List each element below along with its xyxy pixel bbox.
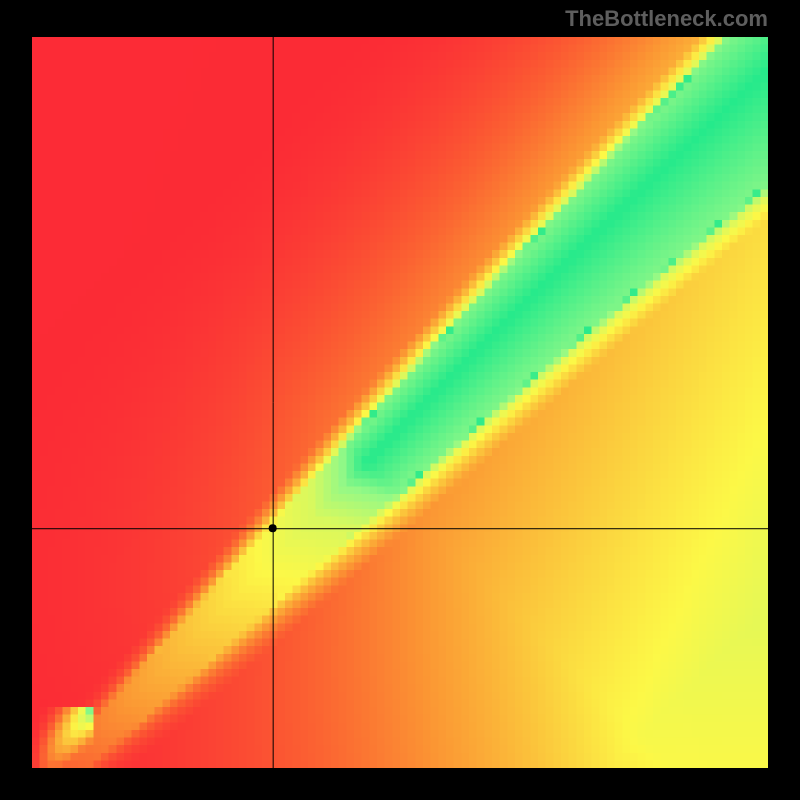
crosshair-overlay xyxy=(32,37,768,768)
watermark-text: TheBottleneck.com xyxy=(565,6,768,32)
heatmap-plot xyxy=(32,37,768,768)
chart-container: { "watermark": { "text": "TheBottleneck.… xyxy=(0,0,800,800)
